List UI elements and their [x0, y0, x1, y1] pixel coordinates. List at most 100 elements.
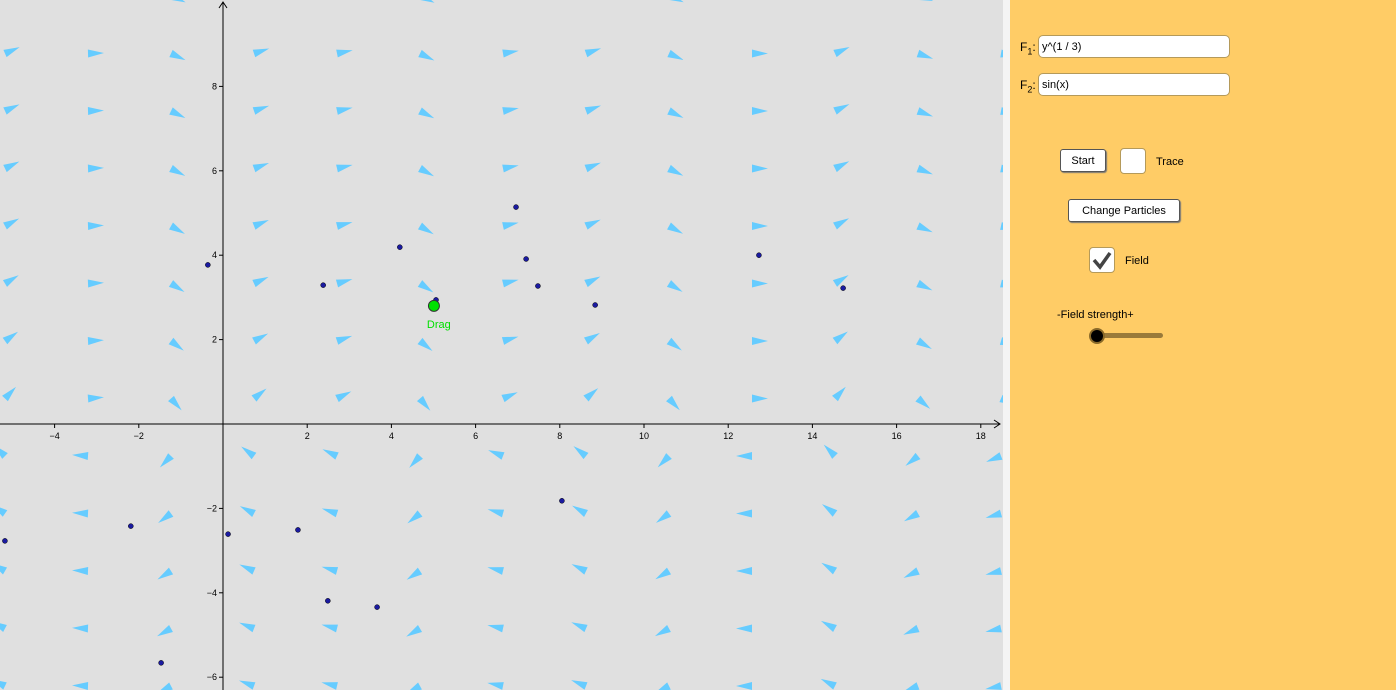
field-arrow — [87, 164, 104, 173]
field-arrow — [502, 222, 519, 230]
drag-point-label: Drag — [427, 319, 451, 331]
particle — [374, 604, 380, 610]
field-arrow — [820, 678, 837, 690]
field-arrow — [986, 452, 1003, 462]
field-arrow — [571, 680, 588, 690]
field-arrow — [0, 565, 8, 575]
field-arrow — [502, 164, 519, 173]
trace-label: Trace — [1156, 156, 1184, 168]
field-arrow — [407, 510, 423, 524]
y-tick-label: −4 — [207, 588, 217, 598]
field-strength-slider-knob[interactable] — [1089, 328, 1105, 344]
field-arrow — [584, 105, 602, 115]
field-arrow — [751, 164, 768, 173]
particle — [523, 256, 529, 262]
change-particles-button[interactable]: Change Particles — [1068, 199, 1180, 222]
f2-input[interactable] — [1038, 73, 1230, 96]
field-arrow — [571, 622, 588, 633]
field-arrow — [667, 222, 684, 234]
field-arrow — [87, 337, 104, 345]
particle — [559, 498, 565, 504]
particle — [840, 285, 846, 291]
field-arrow — [487, 624, 504, 633]
field-arrow — [905, 452, 921, 466]
field-arrow — [916, 107, 934, 117]
field-arrow — [321, 624, 338, 633]
field-checkbox[interactable] — [1089, 247, 1115, 273]
field-arrow — [736, 452, 753, 460]
field-arrow — [417, 280, 434, 293]
field-arrow — [919, 0, 934, 2]
field-arrow — [751, 279, 768, 288]
y-axis-arrow-icon — [218, 1, 228, 9]
field-arrow — [335, 391, 352, 403]
field-arrow — [239, 622, 256, 633]
field-arrow — [252, 105, 270, 115]
field-arrow — [3, 161, 20, 173]
field-arrow — [336, 222, 353, 230]
field-arrow — [3, 218, 20, 230]
field-arrow — [584, 276, 601, 288]
field-arrow — [820, 620, 837, 633]
trace-checkbox[interactable] — [1120, 148, 1146, 174]
field-arrow — [239, 564, 256, 575]
field-arrow — [502, 107, 519, 115]
f1-label-text: F — [1020, 40, 1028, 54]
f2-label-text: F — [1020, 78, 1028, 92]
drag-point[interactable] — [427, 299, 440, 312]
field-arrow — [418, 49, 435, 61]
coordinate-plane[interactable]: −4 −2 2 4 6 8 10 12 14 16 18 −6 −4 −2 2 4 6 8 Drag — [0, 0, 1017, 694]
field-arrow — [418, 164, 435, 177]
field-arrow — [418, 107, 435, 119]
x-tick-label: 12 — [723, 431, 733, 441]
field-arrow — [417, 222, 434, 235]
field-arrow — [572, 505, 588, 517]
panel-divider[interactable] — [1003, 0, 1010, 690]
field-arrow — [239, 506, 256, 518]
field-arrow — [168, 395, 182, 411]
field-arrow — [72, 452, 89, 460]
field-arrow — [751, 222, 768, 230]
field-arrow — [336, 49, 353, 58]
field-arrow — [832, 331, 848, 345]
field-arrow — [667, 164, 684, 176]
field-arrow — [502, 49, 519, 58]
particle — [158, 660, 164, 666]
graphics-view[interactable]: −4 −2 2 4 6 8 10 12 14 16 18 −6 −4 −2 2 4 6 8 Drag — [0, 0, 1017, 694]
field-arrow — [502, 279, 519, 288]
f2-label: F2: — [1020, 78, 1036, 95]
x-tick-label: 6 — [473, 431, 478, 441]
field-arrow — [336, 164, 353, 173]
field-arrow — [72, 509, 89, 518]
field-arrow — [501, 336, 519, 345]
field-arrow — [584, 219, 601, 230]
field-strength-slider-track[interactable] — [1090, 333, 1163, 338]
field-arrow — [654, 624, 671, 637]
field-arrow — [915, 395, 931, 409]
field-arrow — [252, 162, 270, 173]
field-arrow — [321, 682, 338, 690]
field-arrow — [72, 682, 89, 690]
particle — [128, 523, 134, 529]
field-arrow — [72, 624, 89, 633]
field-arrow — [158, 510, 174, 523]
f1-input[interactable] — [1038, 35, 1230, 58]
field-arrow — [833, 104, 850, 115]
field-arrow — [87, 222, 104, 230]
field-arrow — [667, 49, 684, 61]
field-arrow — [171, 0, 186, 3]
particle — [2, 538, 8, 544]
field-label: Field — [1125, 255, 1149, 267]
field-arrow — [903, 682, 920, 692]
field-arrow — [751, 337, 768, 345]
field-arrow — [736, 624, 753, 633]
field-arrow — [666, 280, 683, 292]
field-arrow — [736, 567, 753, 575]
particle — [205, 262, 211, 268]
field-arrow — [487, 509, 505, 518]
field-arrow — [241, 446, 257, 460]
field-arrow — [654, 682, 671, 694]
field-arrow — [72, 567, 89, 575]
x-tick-label: 10 — [639, 431, 649, 441]
start-button[interactable]: Start — [1060, 149, 1106, 172]
